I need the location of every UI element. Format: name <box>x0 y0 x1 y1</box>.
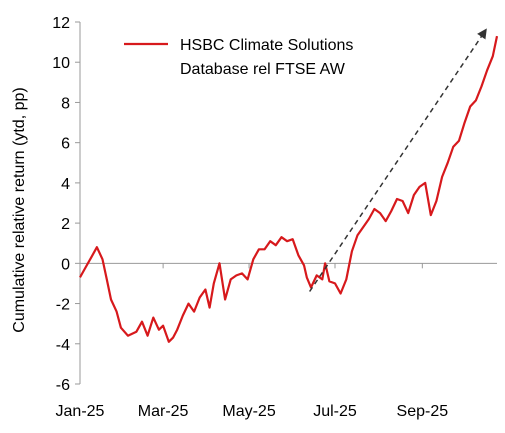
y-tick-label: -2 <box>56 297 70 314</box>
y-tick-label: 2 <box>61 216 70 233</box>
x-axis: Jan-25 Mar-25 May-25 Jul-25 Sep-25 <box>56 262 497 420</box>
y-tick-label: 4 <box>61 176 70 193</box>
y-tick-label: -6 <box>56 377 70 394</box>
x-tick-label: May-25 <box>222 403 275 420</box>
y-tick-label: -4 <box>56 337 70 354</box>
series-line <box>79 35 499 343</box>
trend-arrow <box>309 28 487 292</box>
y-tick-label: 6 <box>61 136 70 153</box>
legend-label-line-2: Database rel FTSE AW <box>180 61 346 78</box>
legend: HSBC Climate Solutions Database rel FTSE… <box>124 37 353 78</box>
x-tick-label: Sep-25 <box>397 403 449 420</box>
y-axis: -6 -4 -2 0 2 4 6 8 10 12 <box>52 15 81 394</box>
x-tick-label: Jan-25 <box>56 403 105 420</box>
y-tick-label: 0 <box>61 256 70 273</box>
y-axis-title: Cumulative relative return (ytd, pp) <box>11 87 28 332</box>
y-tick-label: 12 <box>52 15 70 32</box>
legend-label-line-1: HSBC Climate Solutions <box>180 37 353 54</box>
x-tick-label: Jul-25 <box>313 403 357 420</box>
x-tick-label: Mar-25 <box>138 403 189 420</box>
y-tick-label: 8 <box>61 95 70 112</box>
y-tick-label: 10 <box>52 55 70 72</box>
